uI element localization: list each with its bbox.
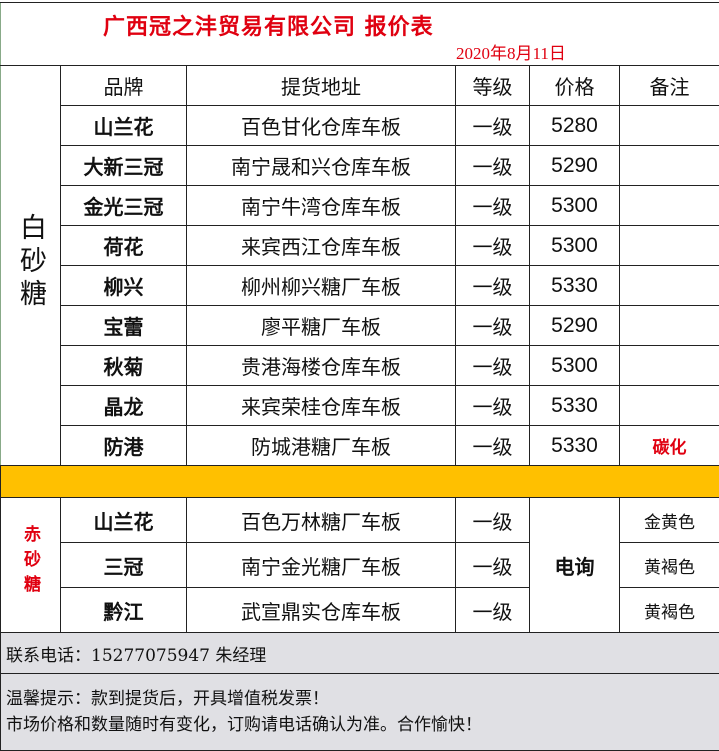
category-white-sugar: 白砂糖 (0, 65, 61, 466)
tip-line: 温馨提示：款到提货后，开具增值税发票！ (6, 689, 329, 709)
header-brand: 品牌 (60, 65, 187, 106)
cell-grade: 一级 (455, 265, 530, 306)
table-row: 黔江 武宣鼎实仓库车板 一级 黄褐色 (1, 587, 719, 633)
header-address: 提货地址 (186, 65, 456, 106)
cell-note (618, 345, 719, 386)
title-cell: 广西冠之沣贸易有限公司 报价表 2020年8月11日 (0, 2, 719, 66)
cell-note (618, 145, 719, 186)
page-title: 广西冠之沣贸易有限公司 报价表 (103, 14, 434, 40)
contact-text: 联系电话：15277075947 朱经理 (0, 632, 719, 674)
table-row: 柳兴 柳州柳兴糖厂车板 一级 5330 (1, 265, 719, 306)
cell-price: 5300 (529, 185, 620, 226)
cell-grade: 一级 (455, 305, 530, 346)
cell-address: 南宁晟和兴仓库车板 (186, 145, 456, 186)
cell-price: 5330 (529, 385, 620, 426)
category-white-sugar-label: 白砂糖 (15, 212, 46, 312)
cell-address: 百色甘化仓库车板 (186, 105, 456, 146)
cell-address: 武宣鼎实仓库车板 (186, 587, 456, 633)
cell-price: 5290 (529, 305, 620, 346)
table-row: 宝蕾 廖平糖厂车板 一级 5290 (1, 305, 719, 346)
cell-grade: 一级 (455, 345, 530, 386)
cell-grade: 一级 (455, 225, 530, 266)
table-row: 金光三冠 南宁牛湾仓库车板 一级 5300 (1, 185, 719, 226)
cell-price: 5300 (529, 345, 620, 386)
table-row: 赤砂糖 山兰花 百色万林糖厂车板 一级 电询 金黄色 (0, 497, 719, 633)
cell-brand: 大新三冠 (60, 145, 187, 186)
cell-price: 5280 (529, 105, 620, 146)
cell-note (618, 225, 719, 266)
cell-brand: 晶龙 (60, 385, 187, 426)
cell-brand: 柳兴 (60, 265, 187, 306)
table-row: 荷花 来宾西江仓库车板 一级 5300 (1, 225, 719, 266)
cell-note (618, 185, 719, 226)
tips-row: 温馨提示：款到提货后，开具增值税发票！ 市场价格和数量随时有变化，订购请电话确认为… (0, 673, 719, 751)
cell-price: 5290 (529, 145, 620, 186)
cell-note: 黄褐色 (618, 587, 719, 633)
table-row: 大新三冠 南宁晟和兴仓库车板 一级 5290 (1, 145, 719, 186)
tip-line: 市场价格和数量随时有变化，订购请电话确认为准。合作愉快！ (6, 715, 482, 735)
category-red-sugar-label: 赤砂糖 (20, 525, 40, 600)
cell-brand: 防港 (60, 425, 187, 466)
cell-brand: 三冠 (60, 542, 187, 588)
cell-note: 黄褐色 (618, 542, 719, 588)
cell-grade: 一级 (455, 587, 530, 633)
header-grade: 等级 (455, 65, 530, 106)
table-row: 山兰花 百色甘化仓库车板 一级 5280 (1, 105, 719, 146)
cell-grade: 一级 (455, 185, 530, 226)
cell-note: 金黄色 (618, 497, 719, 543)
table-row: 防港 防城港糖厂车板 一级 5330 碳化 (1, 425, 719, 466)
cell-note (618, 385, 719, 426)
price-inquiry: 电询 (529, 497, 620, 633)
cell-address: 百色万林糖厂车板 (186, 497, 456, 543)
cell-grade: 一级 (455, 385, 530, 426)
cell-address: 来宾荣桂仓库车板 (186, 385, 456, 426)
header-price: 价格 (529, 65, 620, 106)
cell-address: 南宁牛湾仓库车板 (186, 185, 456, 226)
cell-price: 5330 (529, 265, 620, 306)
cell-grade: 一级 (455, 425, 530, 466)
cell-address: 来宾西江仓库车板 (186, 225, 456, 266)
cell-grade: 一级 (455, 145, 530, 186)
table-row: 秋菊 贵港海楼仓库车板 一级 5300 (1, 345, 719, 386)
cell-price: 5330 (529, 425, 620, 466)
cell-brand: 秋菊 (60, 345, 187, 386)
cell-brand: 黔江 (60, 587, 187, 633)
table-row: 晶龙 来宾荣桂仓库车板 一级 5330 (1, 385, 719, 426)
cell-address: 南宁金光糖厂车板 (186, 542, 456, 588)
cell-grade: 一级 (455, 542, 530, 588)
cell-grade: 一级 (455, 497, 530, 543)
cell-brand: 山兰花 (60, 105, 187, 146)
cell-address: 贵港海楼仓库车板 (186, 345, 456, 386)
cell-price: 5300 (529, 225, 620, 266)
cell-note (618, 265, 719, 306)
cell-address: 防城港糖厂车板 (186, 425, 456, 466)
cell-brand: 山兰花 (60, 497, 187, 543)
header-note: 备注 (618, 65, 719, 106)
cell-address: 柳州柳兴糖厂车板 (186, 265, 456, 306)
cell-brand: 宝蕾 (60, 305, 187, 346)
cell-note: 碳化 (618, 425, 719, 466)
cell-brand: 荷花 (60, 225, 187, 266)
cell-note (618, 105, 719, 146)
contact-row: 联系电话：15277075947 朱经理 (0, 632, 719, 674)
cell-grade: 一级 (455, 105, 530, 146)
separator-band (0, 465, 719, 498)
header-row: 白砂糖 品牌 提货地址 等级 价格 备注 (0, 65, 719, 466)
cell-address: 廖平糖厂车板 (186, 305, 456, 346)
cell-note (618, 305, 719, 346)
quote-date: 2020年8月11日 (456, 44, 566, 63)
cell-brand: 金光三冠 (60, 185, 187, 226)
category-red-sugar: 赤砂糖 (0, 497, 61, 633)
